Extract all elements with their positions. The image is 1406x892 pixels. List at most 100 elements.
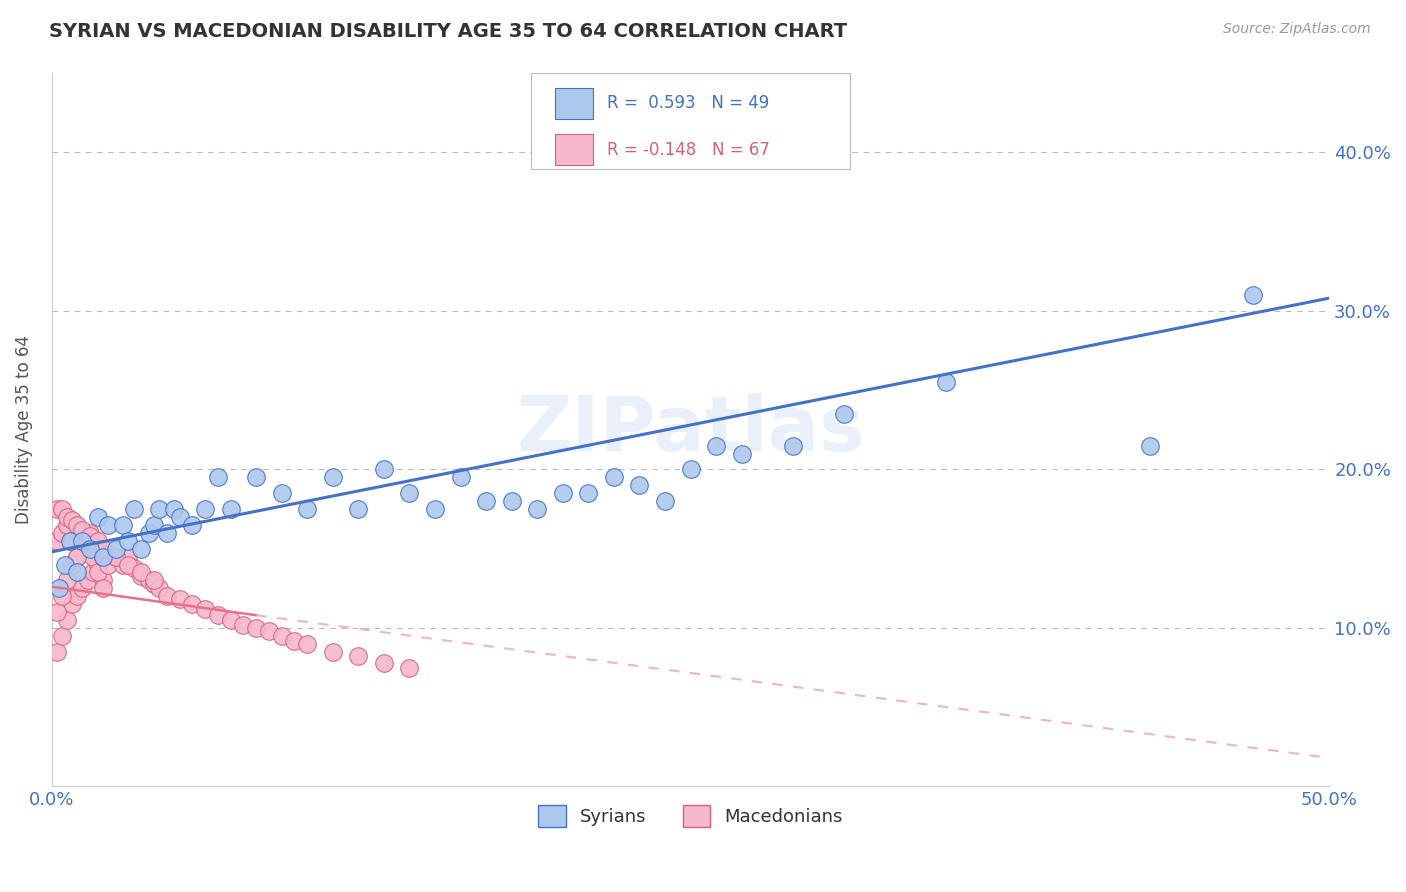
- Point: [112, 517, 135, 532]
- Point: [79, 529, 101, 543]
- Y-axis label: Disability Age 35 to 64: Disability Age 35 to 64: [15, 335, 32, 524]
- Point: [51, 589, 73, 603]
- Point: [129, 566, 152, 580]
- Point: [56, 574, 79, 588]
- Point: [501, 494, 523, 508]
- Point: [322, 645, 344, 659]
- Point: [654, 494, 676, 508]
- Point: [91, 549, 114, 564]
- Point: [76, 533, 98, 548]
- Point: [104, 549, 127, 564]
- Point: [156, 525, 179, 540]
- Point: [66, 566, 89, 580]
- Point: [148, 502, 170, 516]
- Point: [51, 502, 73, 516]
- Point: [1139, 439, 1161, 453]
- Point: [163, 502, 186, 516]
- Point: [79, 541, 101, 556]
- Point: [104, 549, 127, 564]
- Point: [207, 608, 229, 623]
- Point: [283, 633, 305, 648]
- Point: [142, 517, 165, 532]
- Point: [148, 582, 170, 596]
- Point: [245, 470, 267, 484]
- Point: [56, 613, 79, 627]
- Point: [51, 525, 73, 540]
- Point: [704, 439, 727, 453]
- Point: [60, 558, 83, 572]
- Point: [181, 517, 204, 532]
- Point: [91, 582, 114, 596]
- Point: [156, 589, 179, 603]
- Point: [138, 525, 160, 540]
- Point: [1241, 288, 1264, 302]
- Point: [76, 574, 98, 588]
- Point: [347, 502, 370, 516]
- Point: [347, 649, 370, 664]
- Point: [181, 597, 204, 611]
- FancyBboxPatch shape: [555, 134, 593, 165]
- Point: [45, 502, 67, 516]
- Point: [526, 502, 548, 516]
- Point: [72, 533, 94, 548]
- Point: [142, 576, 165, 591]
- Point: [782, 439, 804, 453]
- Point: [51, 629, 73, 643]
- Point: [297, 637, 319, 651]
- Point: [398, 660, 420, 674]
- Point: [398, 486, 420, 500]
- Point: [475, 494, 498, 508]
- Point: [60, 597, 83, 611]
- Point: [935, 375, 957, 389]
- FancyBboxPatch shape: [531, 73, 851, 169]
- Point: [730, 446, 752, 460]
- Point: [87, 566, 110, 580]
- Point: [257, 624, 280, 639]
- Text: R = -0.148   N = 67: R = -0.148 N = 67: [607, 141, 770, 159]
- Point: [82, 549, 104, 564]
- FancyBboxPatch shape: [555, 87, 593, 119]
- Legend: Syrians, Macedonians: Syrians, Macedonians: [531, 798, 849, 835]
- Point: [219, 613, 242, 627]
- Point: [194, 602, 217, 616]
- Point: [53, 558, 76, 572]
- Point: [232, 617, 254, 632]
- Point: [56, 517, 79, 532]
- Point: [245, 621, 267, 635]
- Point: [679, 462, 702, 476]
- Text: ZIPatlas: ZIPatlas: [516, 392, 865, 467]
- Point: [169, 510, 191, 524]
- Point: [297, 502, 319, 516]
- Point: [72, 582, 94, 596]
- Point: [66, 549, 89, 564]
- Point: [79, 525, 101, 540]
- Point: [117, 533, 139, 548]
- Point: [104, 541, 127, 556]
- Point: [87, 541, 110, 556]
- Point: [87, 510, 110, 524]
- Text: R =  0.593   N = 49: R = 0.593 N = 49: [607, 95, 769, 112]
- Point: [91, 574, 114, 588]
- Point: [117, 549, 139, 564]
- Point: [207, 470, 229, 484]
- Point: [576, 486, 599, 500]
- Point: [72, 541, 94, 556]
- Point: [66, 517, 89, 532]
- Point: [551, 486, 574, 500]
- Point: [91, 541, 114, 556]
- Point: [91, 549, 114, 564]
- Point: [60, 513, 83, 527]
- Text: SYRIAN VS MACEDONIAN DISABILITY AGE 35 TO 64 CORRELATION CHART: SYRIAN VS MACEDONIAN DISABILITY AGE 35 T…: [49, 22, 848, 41]
- Point: [219, 502, 242, 516]
- Point: [142, 574, 165, 588]
- Point: [66, 549, 89, 564]
- Point: [270, 629, 292, 643]
- Point: [373, 656, 395, 670]
- Point: [60, 533, 83, 548]
- Point: [138, 574, 160, 588]
- Point: [87, 558, 110, 572]
- Point: [82, 566, 104, 580]
- Point: [66, 589, 89, 603]
- Point: [373, 462, 395, 476]
- Point: [450, 470, 472, 484]
